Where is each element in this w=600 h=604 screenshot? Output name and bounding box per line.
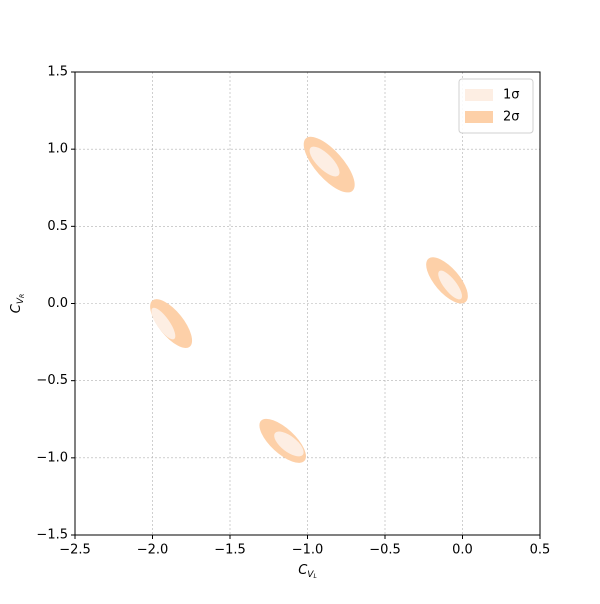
- x-tick-label: −2.5: [59, 543, 91, 558]
- y-axis-label-subsub: R: [19, 294, 26, 298]
- y-tick-label: 0.0: [47, 296, 68, 311]
- plot-frame: [74, 71, 541, 536]
- y-tick-label: 1.5: [47, 65, 68, 80]
- y-tick-label: 0.5: [47, 219, 68, 234]
- legend-label: 1σ: [503, 88, 520, 103]
- legend-swatch: [465, 89, 493, 101]
- contour-region: [438, 270, 462, 300]
- x-tick-label: −1.0: [292, 543, 324, 558]
- y-axis-label-main: C: [9, 303, 24, 313]
- contour-region: [309, 146, 340, 177]
- y-tick-label: −1.5: [36, 528, 68, 543]
- x-tick-label: 0.0: [452, 543, 473, 558]
- y-axis-label: CVR: [9, 294, 26, 313]
- legend-label: 2σ: [503, 110, 520, 125]
- y-axis-label-sub: V: [16, 297, 26, 304]
- x-axis-label: CVL: [298, 563, 317, 580]
- x-tick-label: −0.5: [369, 543, 401, 558]
- legend-swatch: [465, 111, 493, 123]
- x-axis-label-subsub: L: [313, 573, 316, 580]
- contour-region: [274, 431, 304, 457]
- x-tick-label: 0.5: [530, 543, 551, 558]
- x-axis-label-sub: V: [307, 570, 314, 580]
- contour-region: [151, 307, 176, 340]
- contour-region: [150, 299, 193, 348]
- legend-box: [458, 78, 534, 134]
- x-tick-label: −2.0: [137, 543, 169, 558]
- x-axis-label-main: C: [298, 563, 308, 578]
- y-tick-label: −1.0: [36, 450, 68, 465]
- y-tick-label: 1.0: [47, 142, 68, 157]
- x-tick-label: −1.5: [214, 543, 246, 558]
- y-tick-label: −0.5: [36, 373, 68, 388]
